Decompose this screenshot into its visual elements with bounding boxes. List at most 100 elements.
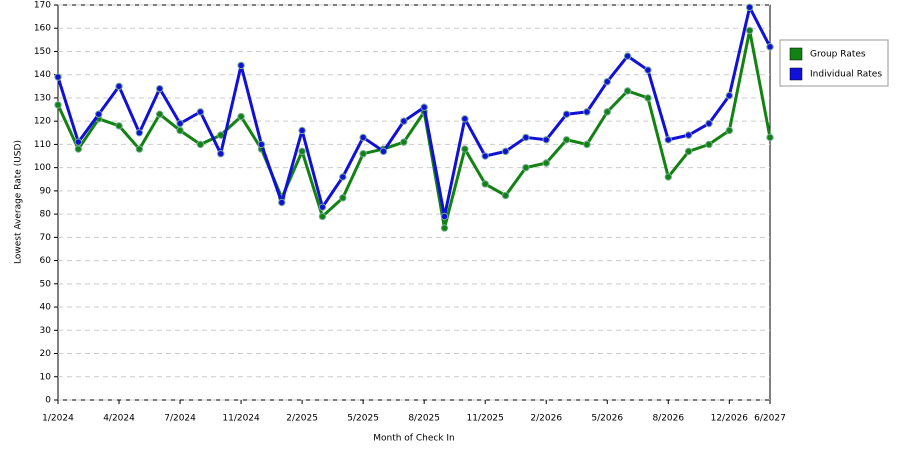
- data-point: [298, 126, 306, 135]
- x-tick-label: 5/2026: [591, 414, 623, 424]
- data-point: [603, 108, 611, 116]
- data-point: [542, 136, 550, 144]
- data-point: [318, 203, 327, 211]
- data-point: [583, 140, 591, 149]
- x-tick-label: 2/2025: [286, 414, 318, 424]
- y-tick-label: 120: [34, 117, 51, 127]
- data-point: [725, 91, 734, 100]
- data-point: [400, 117, 408, 125]
- x-tick-label: 12/2026: [711, 414, 749, 424]
- data-point: [623, 52, 632, 60]
- y-tick-label: 90: [40, 186, 52, 196]
- data-point: [54, 101, 62, 109]
- data-point: [156, 84, 164, 93]
- data-point: [257, 140, 266, 149]
- x-tick-label: 8/2025: [408, 414, 440, 424]
- data-point: [237, 112, 245, 121]
- x-tick-label: 6/2027: [754, 414, 786, 424]
- x-tick-label: 5/2025: [347, 414, 379, 424]
- x-tick-label: 2/2026: [530, 414, 562, 424]
- data-point: [298, 147, 306, 156]
- data-point: [176, 119, 184, 128]
- y-tick-label: 50: [40, 279, 52, 289]
- data-point: [766, 43, 774, 51]
- data-point: [461, 145, 469, 153]
- data-point: [278, 198, 286, 207]
- legend-swatch: [789, 67, 803, 81]
- data-point: [583, 108, 591, 116]
- data-point: [440, 224, 449, 232]
- data-point: [664, 173, 672, 181]
- data-point: [74, 145, 83, 153]
- data-point: [623, 87, 632, 95]
- data-point: [501, 147, 510, 156]
- data-point: [115, 82, 123, 91]
- data-point: [318, 212, 327, 221]
- data-point: [115, 122, 123, 130]
- data-point: [461, 115, 469, 123]
- data-point: [176, 126, 184, 135]
- data-point: [542, 159, 550, 167]
- y-tick-label: 70: [40, 233, 52, 243]
- data-point: [562, 110, 571, 118]
- data-point: [522, 163, 530, 172]
- data-point: [684, 147, 693, 156]
- data-point: [217, 150, 225, 158]
- y-tick-label: 40: [40, 303, 52, 313]
- data-point: [339, 194, 347, 202]
- data-point: [705, 140, 713, 149]
- legend-label: Group Rates: [810, 50, 866, 60]
- data-point: [440, 212, 449, 221]
- x-tick-label: 11/2024: [222, 414, 260, 424]
- y-tick-label: 160: [34, 24, 51, 34]
- x-tick-label: 4/2024: [103, 414, 135, 424]
- data-point: [562, 136, 571, 144]
- data-point: [196, 140, 205, 149]
- data-point: [644, 94, 652, 102]
- y-tick-label: 130: [34, 93, 51, 103]
- y-tick-label: 20: [40, 349, 52, 359]
- data-point: [94, 110, 103, 118]
- data-point: [644, 66, 652, 74]
- y-tick-label: 170: [34, 1, 51, 11]
- legend-label: Individual Rates: [810, 70, 882, 80]
- y-tick-label: 0: [45, 396, 51, 406]
- data-point: [501, 191, 510, 200]
- series-line: [56, 5, 772, 218]
- data-point: [420, 103, 428, 111]
- data-point: [359, 150, 367, 158]
- data-point: [339, 173, 347, 181]
- y-tick-label: 140: [34, 70, 51, 80]
- data-point: [684, 131, 693, 139]
- data-point: [745, 3, 754, 12]
- data-point: [481, 152, 489, 160]
- data-point: [705, 119, 713, 128]
- data-point: [156, 110, 164, 118]
- x-axis-label: Month of Check In: [373, 434, 455, 444]
- data-point: [237, 61, 245, 70]
- x-tick-label: 1/2024: [42, 414, 74, 424]
- data-point: [745, 26, 754, 35]
- legend-swatch: [789, 47, 803, 61]
- series-line: [56, 29, 772, 230]
- y-tick-label: 30: [40, 326, 52, 336]
- x-tick-label: 7/2024: [164, 414, 196, 424]
- data-point: [54, 73, 62, 81]
- data-point: [522, 133, 530, 142]
- data-point: [74, 138, 83, 146]
- y-tick-label: 100: [34, 163, 51, 173]
- data-point: [379, 147, 388, 156]
- data-point: [603, 77, 611, 86]
- y-tick-label: 60: [40, 256, 52, 266]
- x-tick-label: 11/2025: [467, 414, 504, 424]
- y-tick-label: 110: [34, 140, 51, 150]
- y-tick-label: 10: [40, 372, 52, 382]
- y-tick-label: 150: [34, 47, 51, 57]
- data-point: [725, 126, 734, 135]
- data-point: [135, 129, 144, 137]
- data-point: [359, 133, 367, 142]
- y-axis-label: Lowest Average Rate (USD): [14, 140, 24, 264]
- y-tick-label: 80: [40, 210, 52, 220]
- data-point: [196, 108, 205, 116]
